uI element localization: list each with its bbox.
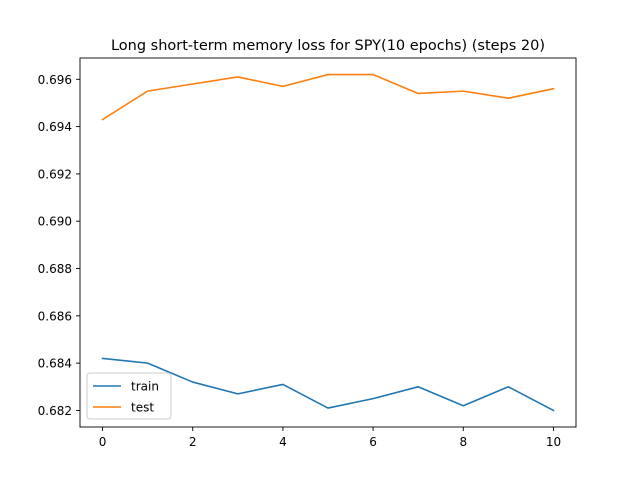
series-line-train	[101, 357, 555, 412]
y-tick-label: 0.686	[38, 309, 72, 323]
axes: 0 2 4 6 8 10 0.682 0.684 0.686 0.688 0.690 0.692 0.6…	[38, 57, 577, 449]
y-tick-label: 0.696	[38, 73, 72, 87]
x-tick-label: 4	[279, 435, 287, 449]
series-line-test	[101, 73, 555, 121]
legend: train test	[86, 372, 172, 420]
axes-frame	[79, 57, 577, 428]
y-tick-label: 0.694	[38, 120, 72, 134]
x-tick-label: 10	[546, 435, 561, 449]
y-tick-label: 0.692	[38, 167, 72, 181]
plot-area	[101, 73, 555, 412]
x-tick-label: 2	[189, 435, 197, 449]
y-tick-label: 0.682	[38, 404, 72, 418]
y-tick-label: 0.688	[38, 262, 72, 276]
x-tick-label: 6	[369, 435, 377, 449]
y-tick-label: 0.690	[38, 215, 72, 229]
x-tick-label: 8	[459, 435, 467, 449]
legend-label-train: train	[131, 380, 159, 394]
legend-label-test: test	[131, 401, 154, 415]
chart-title: Long short-term memory loss for SPY(10 e…	[111, 38, 545, 54]
y-tick-label: 0.684	[38, 357, 72, 371]
x-tick-label: 0	[99, 435, 107, 449]
